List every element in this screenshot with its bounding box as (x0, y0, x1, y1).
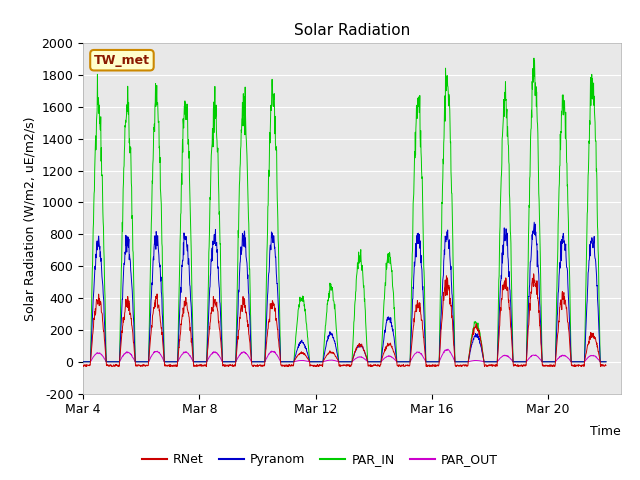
Legend: RNet, Pyranom, PAR_IN, PAR_OUT: RNet, Pyranom, PAR_IN, PAR_OUT (137, 448, 503, 471)
Y-axis label: Solar Radiation (W/m2, uE/m2/s): Solar Radiation (W/m2, uE/m2/s) (23, 116, 36, 321)
Title: Solar Radiation: Solar Radiation (294, 23, 410, 38)
Text: Time: Time (590, 425, 621, 438)
Text: TW_met: TW_met (94, 54, 150, 67)
